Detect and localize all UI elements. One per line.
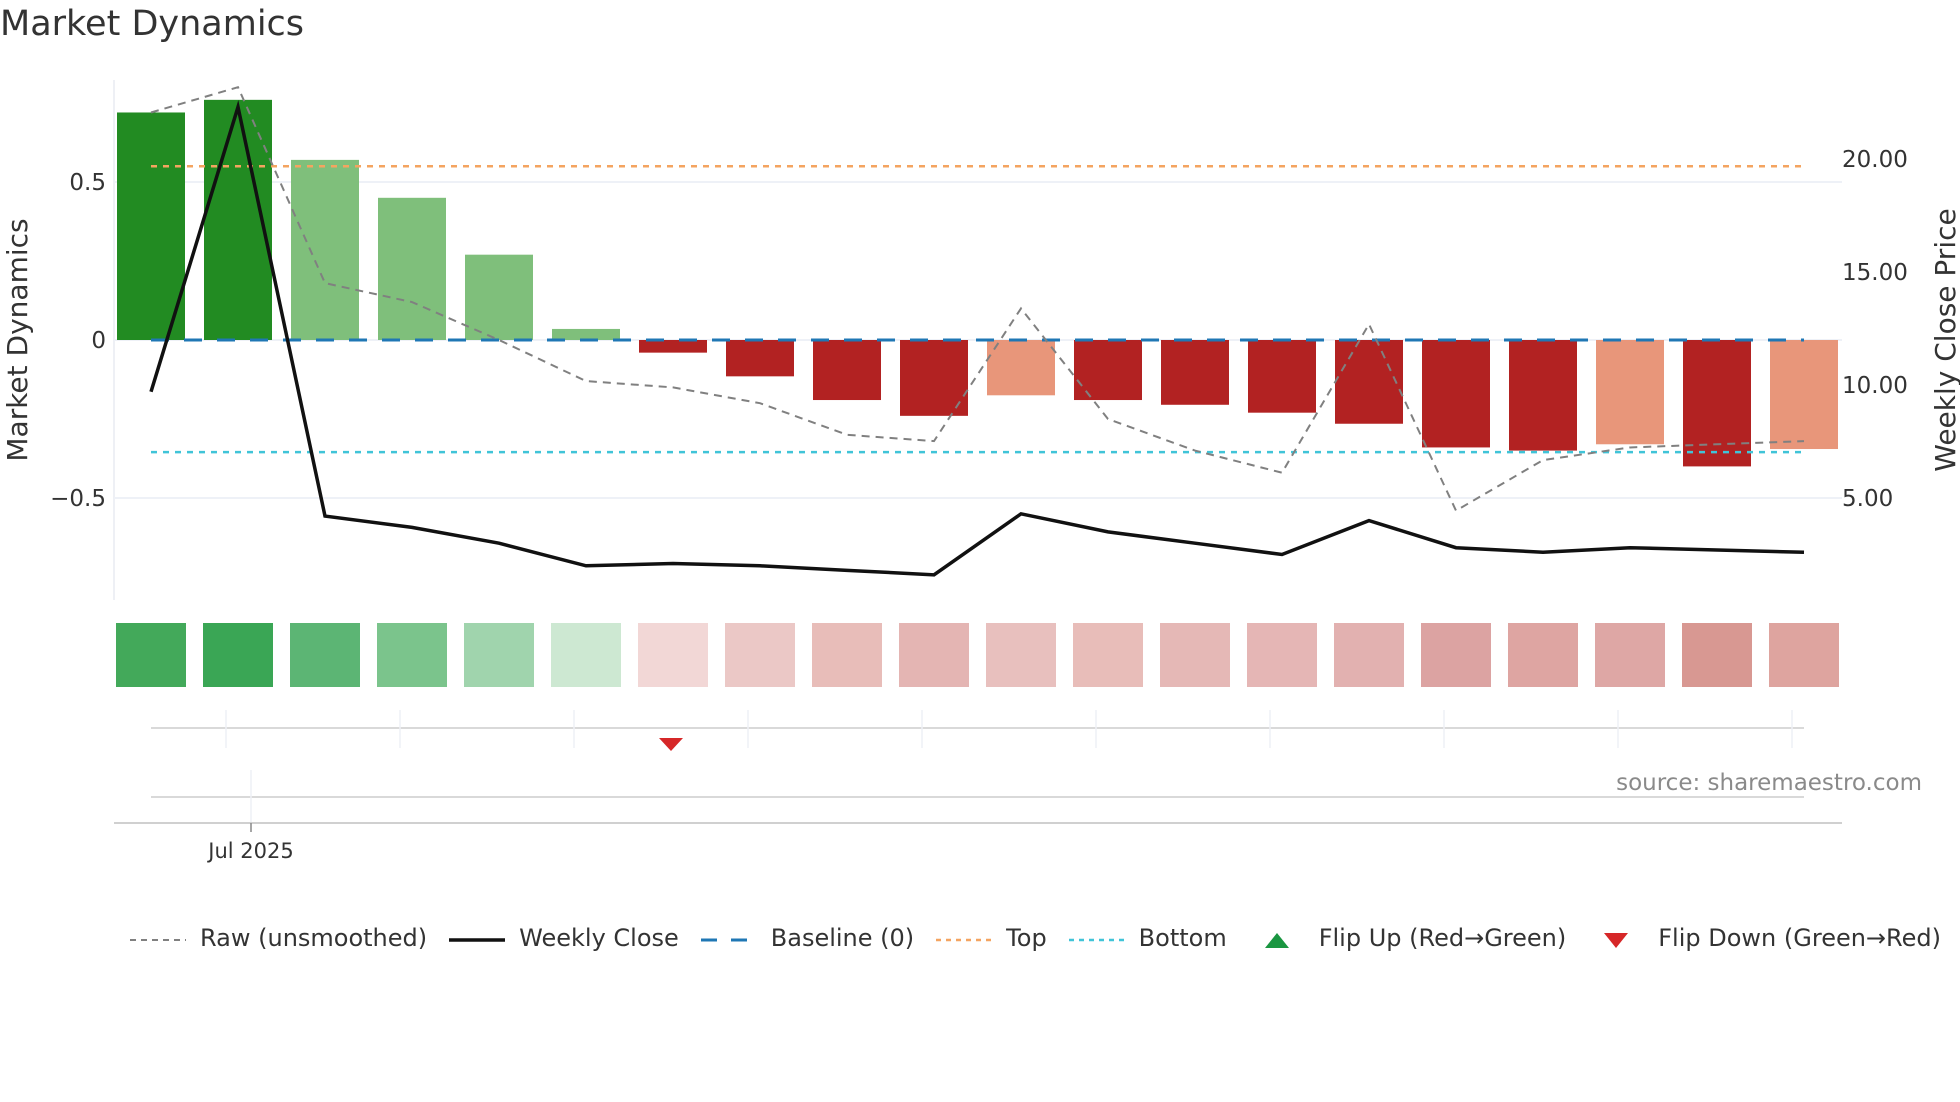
heat-cell <box>725 623 795 687</box>
flip-down-marker <box>659 738 683 751</box>
heat-cell <box>377 623 447 687</box>
bar <box>1074 340 1142 401</box>
heat-cell <box>899 623 969 687</box>
legend: Raw (unsmoothed) Weekly Close Baseline (0)… <box>128 924 1960 952</box>
heat-cell <box>1769 623 1839 687</box>
legend-item-raw[interactable]: Raw (unsmoothed) <box>128 924 427 952</box>
bar <box>1770 340 1838 450</box>
bar <box>465 254 533 340</box>
legend-label: Bottom <box>1138 924 1227 952</box>
legend-label: Flip Down (Green→Red) <box>1658 924 1941 952</box>
legend-label: Top <box>1006 924 1047 952</box>
flip-up-swatch-icon <box>1247 928 1307 948</box>
legend-item-top[interactable]: Top <box>934 924 1047 952</box>
right-tick-label: 5.00 <box>1842 486 1893 512</box>
bar <box>1248 340 1316 413</box>
right-axis-label: Weekly Close Price <box>1929 208 1960 471</box>
left-axis-label: Market Dynamics <box>1 218 34 461</box>
heat-cell <box>812 623 882 687</box>
heat-cell <box>1508 623 1578 687</box>
raw-swatch-icon <box>128 928 188 948</box>
legend-item-flip-down[interactable]: Flip Down (Green→Red) <box>1586 924 1941 952</box>
heat-cell <box>1247 623 1317 687</box>
heat-cell <box>986 623 1056 687</box>
bar <box>726 340 794 377</box>
bar <box>291 159 359 340</box>
chart-canvas: 0.5 0 −0.5 20.00 15.00 10.00 5.00 Market Dynami… <box>1 80 1960 863</box>
bar <box>1596 340 1664 445</box>
bar <box>1335 340 1403 424</box>
bar <box>639 340 707 353</box>
right-tick-label: 15.00 <box>1842 260 1908 286</box>
heat-cell <box>290 623 360 687</box>
left-tick-label: 0.5 <box>69 170 106 196</box>
heat-cell <box>1595 623 1665 687</box>
legend-item-bottom[interactable]: Bottom <box>1067 924 1227 952</box>
right-tick-label: 20.00 <box>1842 147 1908 173</box>
bar <box>1161 340 1229 405</box>
heat-cell <box>1421 623 1491 687</box>
left-tick-label: −0.5 <box>50 486 106 512</box>
heat-cell <box>638 623 708 687</box>
heat-cell <box>464 623 534 687</box>
right-tick-label: 10.00 <box>1842 373 1908 399</box>
bar <box>1422 340 1490 448</box>
bar <box>900 340 968 416</box>
bar <box>1683 340 1751 467</box>
bar <box>552 328 620 340</box>
bar <box>813 340 881 401</box>
legend-label: Weekly Close <box>519 924 679 952</box>
heat-cell <box>1682 623 1752 687</box>
heat-cell <box>1334 623 1404 687</box>
baseline-swatch-icon <box>699 928 759 948</box>
bar <box>987 340 1055 396</box>
close-swatch-icon <box>447 928 507 948</box>
raw-line <box>150 85 1805 513</box>
legend-label: Baseline (0) <box>770 924 915 952</box>
legend-label: Flip Up (Red→Green) <box>1318 924 1567 952</box>
left-tick-label: 0 <box>91 328 106 354</box>
weekly-close-line <box>149 100 1805 577</box>
chart-title: Market Dynamics <box>0 4 305 44</box>
legend-item-baseline[interactable]: Baseline (0) <box>699 924 914 952</box>
heat-cell <box>1073 623 1143 687</box>
x-tick-label: Jul 2025 <box>206 839 293 863</box>
source-credit: source: sharemaestro.com <box>1616 770 1922 796</box>
top-swatch-icon <box>934 928 994 948</box>
flip-down-swatch-icon <box>1586 928 1646 948</box>
heat-cell <box>551 623 621 687</box>
bar <box>117 112 185 340</box>
legend-label: Raw (unsmoothed) <box>200 924 428 952</box>
bottom-swatch-icon <box>1067 928 1127 948</box>
legend-item-flip-up[interactable]: Flip Up (Red→Green) <box>1247 924 1567 952</box>
heat-cell <box>1160 623 1230 687</box>
bar <box>378 197 446 340</box>
heat-cell <box>116 623 186 687</box>
heat-cell <box>203 623 273 687</box>
legend-item-close[interactable]: Weekly Close <box>447 924 679 952</box>
bar <box>1509 340 1577 451</box>
